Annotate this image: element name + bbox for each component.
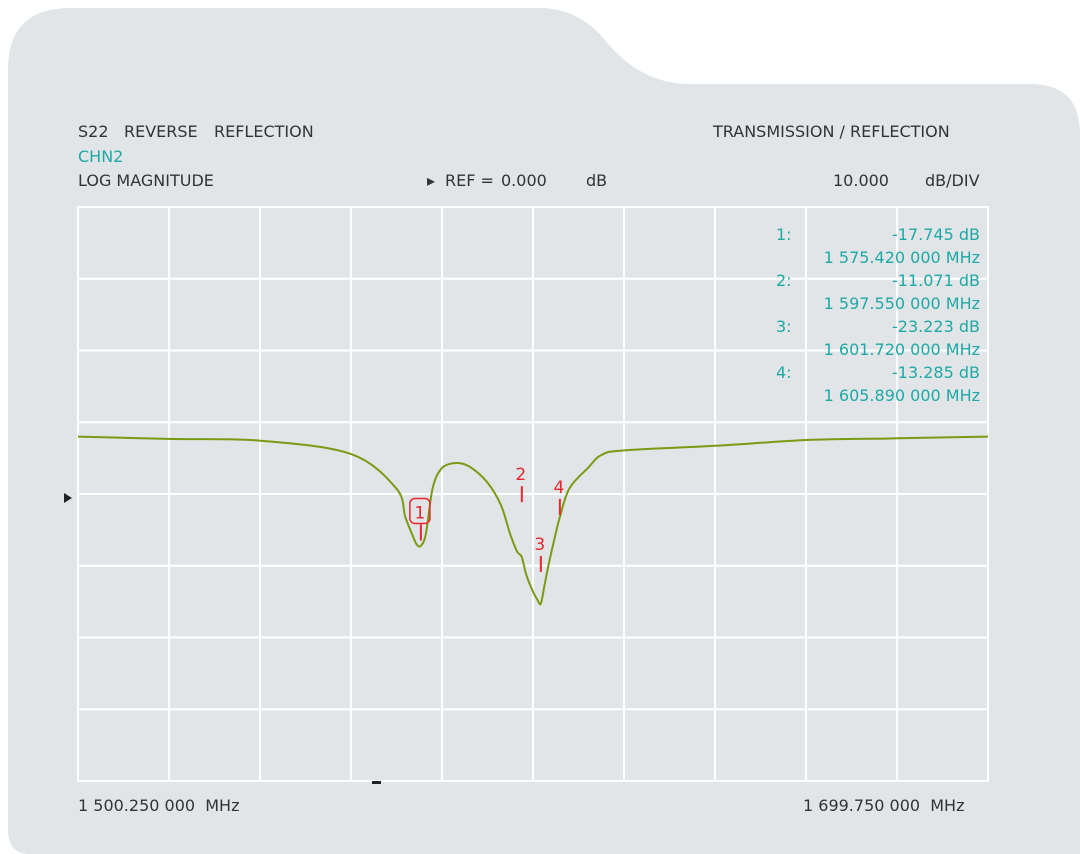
- marker-readout-freq-4: 1 605.890 000 MHz: [823, 386, 980, 405]
- marker-readout-label-4: 4:: [776, 363, 792, 382]
- direction-label: REVERSE: [124, 122, 198, 141]
- measurement-label: REFLECTION: [214, 122, 314, 141]
- scroll-indicator: [372, 781, 381, 784]
- ref-position-icon: [64, 493, 72, 503]
- marker-readout-freq-2: 1 597.550 000 MHz: [823, 294, 980, 313]
- channel-label: CHN2: [78, 147, 124, 166]
- marker-box-1: [409, 497, 431, 525]
- mode-label: TRANSMISSION / REFLECTION: [713, 122, 950, 141]
- marker-readout-label-2: 2:: [776, 271, 792, 290]
- marker-layer: 1 2 3 4: [409, 465, 564, 572]
- ref-indicator-icon: ▸: [427, 171, 436, 190]
- parameter-label: S22: [78, 122, 109, 141]
- ref-label: REF =: [445, 171, 494, 190]
- plot-grid: [77, 206, 989, 782]
- ref-value: 0.000: [501, 171, 547, 190]
- marker-label-4: 4: [553, 478, 564, 498]
- marker-readout-freq-3: 1 601.720 000 MHz: [823, 340, 980, 359]
- marker-readout-value-2: -11.071 dB: [892, 271, 980, 290]
- marker-readout-value-3: -23.223 dB: [892, 317, 980, 336]
- marker-readout-freq-1: 1 575.420 000 MHz: [823, 248, 980, 267]
- trace-line: [77, 435, 989, 606]
- marker-readout-value-1: -17.745 dB: [892, 225, 980, 244]
- marker-label-2: 2: [515, 465, 526, 485]
- marker-label-1: 1: [414, 503, 425, 523]
- marker-readout-label-3: 3:: [776, 317, 792, 336]
- marker-label-3: 3: [534, 535, 545, 555]
- marker-readout-label-1: 1:: [776, 225, 792, 244]
- start-frequency: 1 500.250 000 MHz: [78, 796, 240, 815]
- stop-frequency: 1 699.750 000 MHz: [803, 796, 965, 815]
- format-label: LOG MAGNITUDE: [78, 171, 214, 190]
- ref-unit: dB: [586, 171, 608, 190]
- scale-unit: dB/DIV: [925, 171, 980, 190]
- scale-value: 10.000: [833, 171, 889, 190]
- marker-readout-value-4: -13.285 dB: [892, 363, 980, 382]
- trace-layer: [77, 435, 989, 606]
